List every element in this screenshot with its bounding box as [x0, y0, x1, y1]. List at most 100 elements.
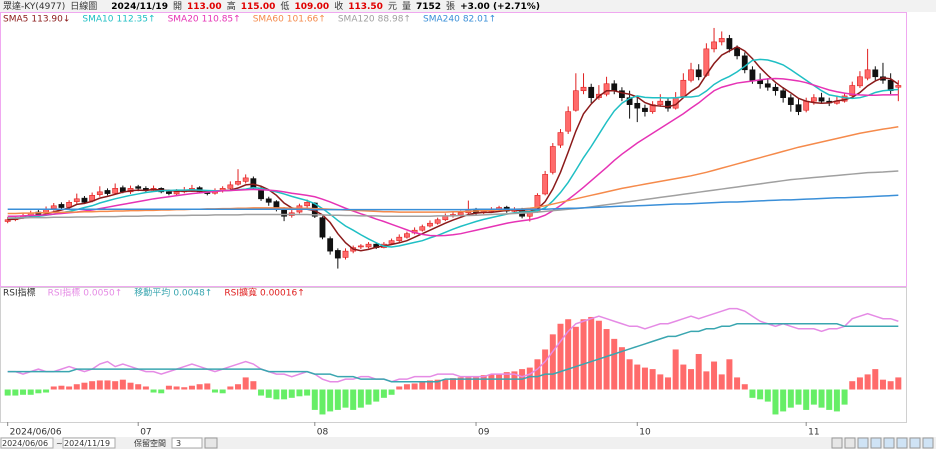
candle-body: [457, 212, 464, 216]
candle-body: [749, 69, 756, 81]
candle-body: [711, 41, 717, 50]
histogram-bar: [618, 347, 625, 390]
candle-body: [342, 250, 349, 258]
histogram-bar: [588, 316, 595, 390]
candle-body: [688, 69, 694, 81]
histogram-bar: [127, 382, 134, 390]
legend-value: 110.85↑: [202, 15, 241, 25]
legend-name: SMA240: [423, 15, 460, 25]
candle-body: [895, 85, 902, 88]
histogram-bar: [641, 367, 648, 390]
legend-value: 82.01↑: [463, 15, 496, 25]
histogram-bar: [803, 389, 810, 410]
candle-body: [787, 97, 794, 105]
toolbar-button[interactable]: [204, 437, 218, 449]
start-date: 2024/06/06: [2, 439, 48, 448]
sma-line: [7, 77, 899, 237]
toolbar-button[interactable]: [909, 437, 921, 449]
header-item: 109.00: [294, 2, 329, 12]
histogram-bar: [887, 381, 894, 390]
toolbar-button[interactable]: [857, 437, 869, 449]
candle-body: [665, 100, 671, 109]
histogram-bar: [81, 382, 88, 390]
toolbar-button[interactable]: [922, 437, 934, 449]
candle-body: [173, 191, 180, 195]
histogram-bar: [58, 385, 65, 390]
candle-body: [549, 146, 556, 173]
candle-body: [334, 250, 341, 259]
candle-body: [818, 97, 825, 102]
legend-value: 88.98↑: [378, 15, 411, 25]
candle-body: [619, 90, 625, 98]
histogram-bar: [810, 389, 817, 405]
candle-body: [810, 97, 817, 102]
histogram-bar: [749, 389, 756, 398]
toolbar-button[interactable]: [844, 437, 856, 449]
reserve-input[interactable]: [171, 437, 203, 449]
candle-body: [849, 85, 856, 96]
candle-body: [96, 191, 103, 195]
start-input[interactable]: [0, 437, 54, 449]
toolbar-button[interactable]: [896, 437, 908, 449]
date-separator: ~: [56, 439, 63, 448]
legend-name: SMA60: [253, 15, 284, 25]
histogram-bar: [227, 386, 234, 390]
reserve-value: 3: [176, 439, 181, 448]
histogram-bar: [211, 389, 218, 393]
histogram-bar: [96, 380, 103, 390]
histogram-bar: [833, 389, 840, 412]
candle-body: [872, 69, 879, 78]
toolbar-button[interactable]: [883, 437, 895, 449]
candle-body: [741, 55, 748, 71]
histogram-bar: [196, 384, 203, 390]
header-item: 2024/11/19: [111, 2, 168, 12]
end-date: 2024/11/19: [64, 439, 110, 448]
histogram-bar: [672, 349, 679, 390]
header-item: 收: [334, 0, 343, 12]
header-item: 眾達-KY(4977): [3, 0, 65, 12]
histogram-bar: [342, 389, 349, 408]
legend-value: 112.35↑: [117, 15, 156, 25]
histogram-bar: [119, 379, 126, 390]
candle-body: [81, 197, 88, 203]
candle-body: [4, 219, 11, 222]
histogram-bar: [703, 371, 710, 390]
toolbar-button[interactable]: [831, 437, 843, 449]
candle-body: [50, 205, 57, 209]
histogram-bar: [856, 377, 863, 390]
candle-body: [434, 219, 441, 224]
main-panel: [0, 12, 907, 287]
candle-body: [603, 83, 610, 95]
histogram-bar: [626, 359, 633, 390]
histogram-bar: [595, 320, 602, 390]
histogram-bar: [89, 381, 96, 390]
header-item: 量: [402, 1, 411, 12]
legend-value: 113.90↓: [31, 15, 70, 25]
candle-body: [319, 217, 326, 238]
histogram-bar: [780, 389, 787, 412]
histogram-bar: [818, 389, 825, 408]
histogram-bar: [741, 384, 748, 390]
end-input[interactable]: [62, 437, 116, 449]
histogram-bar: [188, 385, 195, 390]
sma-line: [7, 126, 899, 215]
toolbar-button[interactable]: [870, 437, 882, 449]
candle-body: [726, 38, 733, 50]
candle-body: [634, 102, 641, 109]
candle-body: [265, 198, 272, 203]
x-tick-label: 07: [140, 428, 151, 438]
histogram-bar: [373, 389, 380, 402]
histogram-bar: [20, 389, 27, 395]
candle-body: [73, 198, 80, 202]
histogram-bar: [304, 389, 311, 396]
header-bar: [0, 0, 936, 12]
histogram-bar: [649, 369, 656, 390]
histogram-bar: [112, 381, 119, 390]
candle-body: [864, 69, 871, 79]
candle-body: [304, 202, 311, 207]
candle-body: [557, 132, 564, 146]
histogram-bar: [718, 374, 725, 390]
histogram-bar: [465, 377, 472, 390]
legend-name: RSI擴寬: [224, 287, 257, 299]
